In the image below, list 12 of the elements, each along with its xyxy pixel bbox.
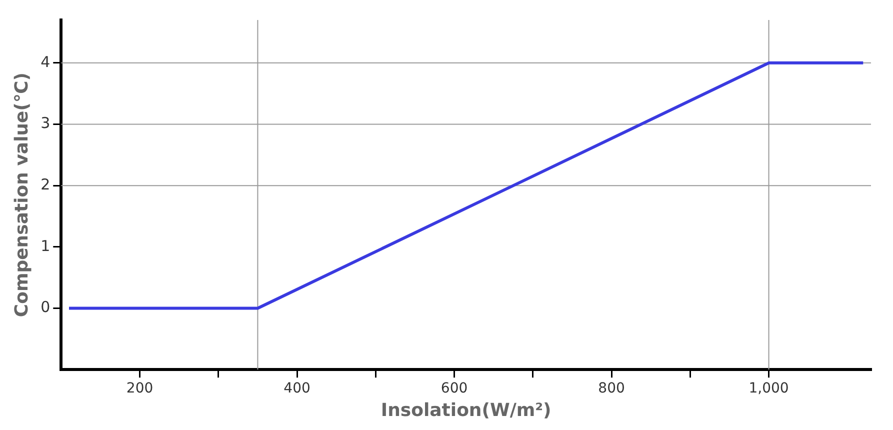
y-tick-label: 2 [40,175,50,194]
x-tick-label: 800 [598,380,625,397]
x-tick-label: 400 [284,380,310,397]
x-tick-label: 1,000 [748,380,789,397]
y-axis-title: Compensation value(℃) [11,72,32,318]
y-tick-label: 3 [40,114,50,132]
x-tick-label: 600 [440,380,468,397]
y-tick-label: 1 [40,236,50,255]
x-axis-title: Insolation(W/m²) [380,400,552,421]
y-tick-label: 0 [40,298,50,316]
x-tick-label: 200 [126,380,154,397]
y-tick-label: 4 [40,52,50,71]
